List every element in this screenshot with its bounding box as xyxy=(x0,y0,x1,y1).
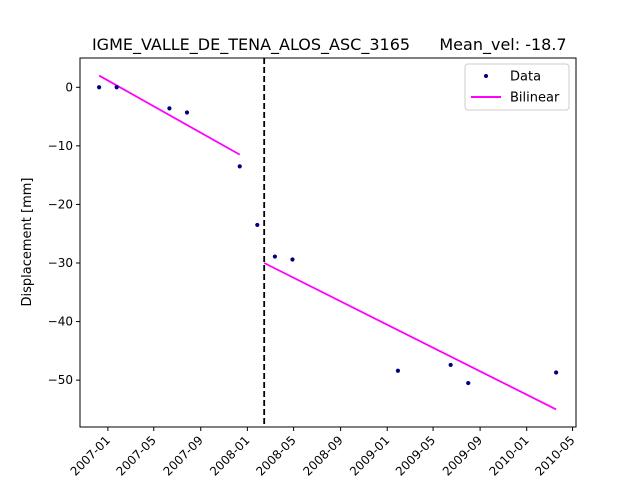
data-point xyxy=(167,106,172,111)
legend-box xyxy=(464,63,570,111)
y-tick-label: −50 xyxy=(48,373,73,387)
plot-frame xyxy=(79,57,577,428)
y-axis: 0 −10 −20 −30 −40 −50 xyxy=(48,80,80,387)
data-point xyxy=(184,110,190,115)
bilinear-segment xyxy=(98,74,241,156)
y-tick-label: −10 xyxy=(48,139,73,153)
bilinear-segment xyxy=(263,262,557,411)
data-point xyxy=(97,85,102,90)
data-point xyxy=(290,257,295,262)
data-point xyxy=(448,362,453,368)
legend-data-label: Data xyxy=(510,70,541,85)
data-point xyxy=(237,164,242,169)
chart-title-left: IGME_VALLE_DE_TENA_ALOS_ASC_3165 xyxy=(92,35,410,55)
y-tick-label: −30 xyxy=(48,256,73,270)
legend-data-marker xyxy=(484,74,488,78)
y-tick-label: −40 xyxy=(48,315,73,329)
chart-title-right: Mean_vel: -18.7 xyxy=(439,35,566,55)
data-point xyxy=(395,368,401,373)
data-point xyxy=(272,254,277,259)
data-point xyxy=(114,85,119,90)
series-data xyxy=(97,85,559,386)
legend-bilinear-label: Bilinear xyxy=(510,91,560,106)
y-tick-label: 0 xyxy=(65,80,73,94)
y-axis-label: Displacement [mm] xyxy=(20,178,35,307)
data-point xyxy=(255,222,260,228)
legend: Data Bilinear xyxy=(464,63,570,111)
data-point xyxy=(466,380,471,386)
series-bilinear xyxy=(98,74,557,411)
y-tick-label: −20 xyxy=(48,197,73,211)
data-point xyxy=(554,370,559,375)
